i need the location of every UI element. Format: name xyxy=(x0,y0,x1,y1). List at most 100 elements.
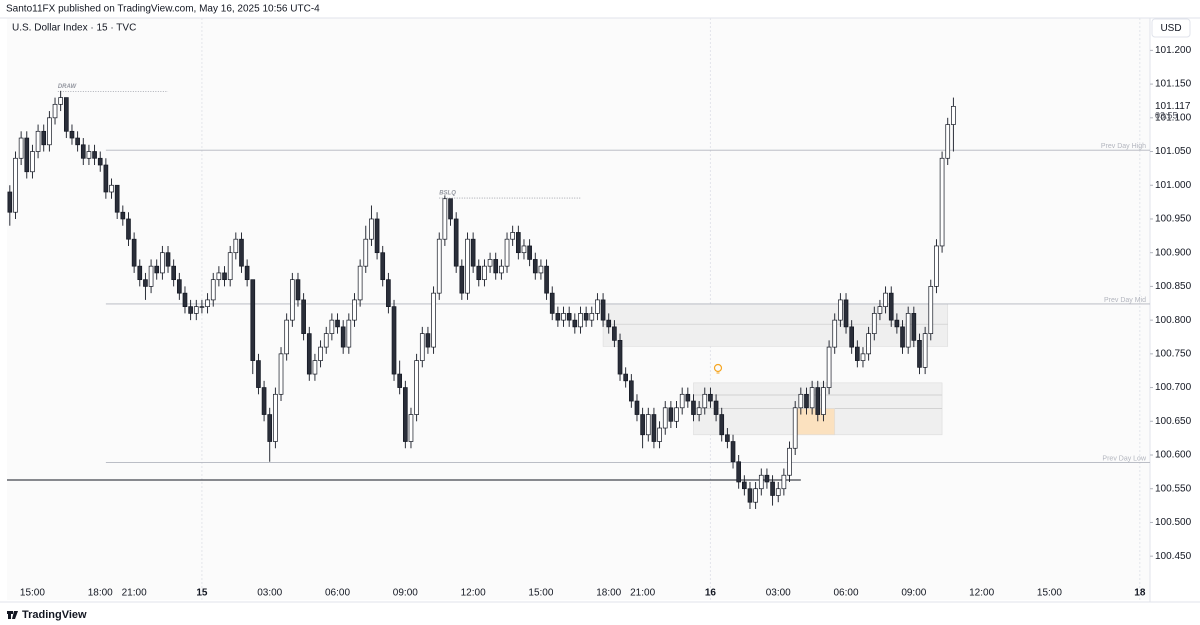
candle-body xyxy=(295,279,301,301)
candles xyxy=(7,90,956,509)
candle-body xyxy=(148,265,154,287)
y-tick-label: 100.700 xyxy=(1155,382,1192,393)
candle-body xyxy=(289,279,295,321)
candle-body xyxy=(109,184,114,193)
candle-body xyxy=(250,279,256,361)
candle-body xyxy=(482,265,487,281)
candle-body xyxy=(7,191,13,213)
candle-body xyxy=(188,306,193,314)
y-tick-label: 100.500 xyxy=(1155,517,1192,528)
y-tick-label: 101.150 xyxy=(1155,79,1192,90)
candle-body xyxy=(335,319,340,328)
candle-body xyxy=(928,286,934,334)
x-tick-label: 09:00 xyxy=(393,588,418,599)
x-tick-label: 15:00 xyxy=(528,588,553,599)
lightbulb-icon xyxy=(713,363,723,374)
candle-body xyxy=(80,144,86,159)
candle-body xyxy=(487,259,493,267)
candle-body xyxy=(662,407,668,429)
candle-body xyxy=(504,238,510,267)
candle-body xyxy=(538,265,544,274)
candle-body xyxy=(171,265,177,281)
candle-body xyxy=(832,319,838,348)
candle-body xyxy=(787,447,792,476)
candle-body xyxy=(273,393,278,442)
candle-body xyxy=(143,279,148,287)
candle-body xyxy=(414,360,419,415)
candle-body xyxy=(917,340,922,368)
candle-body xyxy=(448,198,453,220)
candle-body xyxy=(160,252,165,274)
candle-body xyxy=(730,441,736,463)
candle-body xyxy=(815,387,821,415)
candle-body xyxy=(199,306,205,308)
candle-body xyxy=(527,245,532,260)
candle-body xyxy=(589,313,595,321)
plot-area xyxy=(7,18,1150,600)
y-tick-label: 100.900 xyxy=(1155,247,1192,258)
y-tick-label: 101.000 xyxy=(1155,180,1192,191)
candle-body xyxy=(674,407,679,422)
candle-body xyxy=(640,414,645,436)
candle-body xyxy=(58,97,64,105)
candle-body xyxy=(679,393,685,409)
brand: TradingView xyxy=(7,609,87,621)
candle-body xyxy=(318,346,323,361)
currency-label[interactable]: USD xyxy=(1160,23,1181,34)
symbol-legend: U.S. Dollar Index · 15 · TVC xyxy=(12,23,136,34)
candle-body xyxy=(431,292,436,348)
candle-body xyxy=(725,434,730,442)
candle-body xyxy=(544,265,549,294)
candle-body xyxy=(222,272,227,281)
candle-body xyxy=(239,238,244,267)
candle-body xyxy=(510,232,516,240)
candle-body xyxy=(114,184,120,213)
x-tick-label: 06:00 xyxy=(834,588,859,599)
candle-body xyxy=(216,272,222,281)
x-tick-label: 18:00 xyxy=(596,588,621,599)
y-tick-label: 101.100 xyxy=(1155,112,1192,123)
candle-body xyxy=(939,157,945,247)
bulb xyxy=(713,363,723,373)
candle-body xyxy=(708,393,713,402)
x-tick-label: 21:00 xyxy=(630,588,655,599)
candle-body xyxy=(781,474,787,490)
candle-body xyxy=(97,157,103,166)
candle-body xyxy=(312,360,318,375)
level-label: Prev Day Mid xyxy=(1104,297,1146,304)
candle-body xyxy=(425,333,431,348)
candle-body xyxy=(182,292,188,307)
candle-body xyxy=(340,326,346,348)
candle-body xyxy=(838,299,843,321)
candle-body xyxy=(685,393,691,402)
currency-button[interactable] xyxy=(1151,18,1191,38)
candle-body xyxy=(126,218,131,240)
candle-body xyxy=(30,151,35,173)
candle-body xyxy=(408,414,414,442)
candle-body xyxy=(798,393,804,409)
candle-body xyxy=(612,326,617,341)
candle-body xyxy=(645,414,651,436)
candle-body xyxy=(753,488,758,503)
last-price-label: 101.117 xyxy=(1155,101,1191,112)
candle-body xyxy=(623,373,629,382)
candle-body xyxy=(696,407,702,415)
x-tick-label: 15 xyxy=(196,588,208,599)
candle-body xyxy=(35,130,41,152)
candle-body xyxy=(860,353,866,361)
candle-body xyxy=(210,279,216,301)
candle-body xyxy=(442,198,448,240)
candle-body xyxy=(572,319,578,328)
candle-body xyxy=(651,414,657,442)
x-tick-label: 18 xyxy=(1134,588,1146,599)
y-tick-label: 101.050 xyxy=(1155,146,1192,157)
y-tick-label: 100.450 xyxy=(1155,551,1192,562)
y-tick-label: 100.800 xyxy=(1155,315,1192,326)
x-tick-label: 15:00 xyxy=(20,588,45,599)
candle-body xyxy=(176,279,182,294)
candle-body xyxy=(770,481,775,496)
candle-body xyxy=(306,333,312,375)
candle-body xyxy=(352,299,357,321)
